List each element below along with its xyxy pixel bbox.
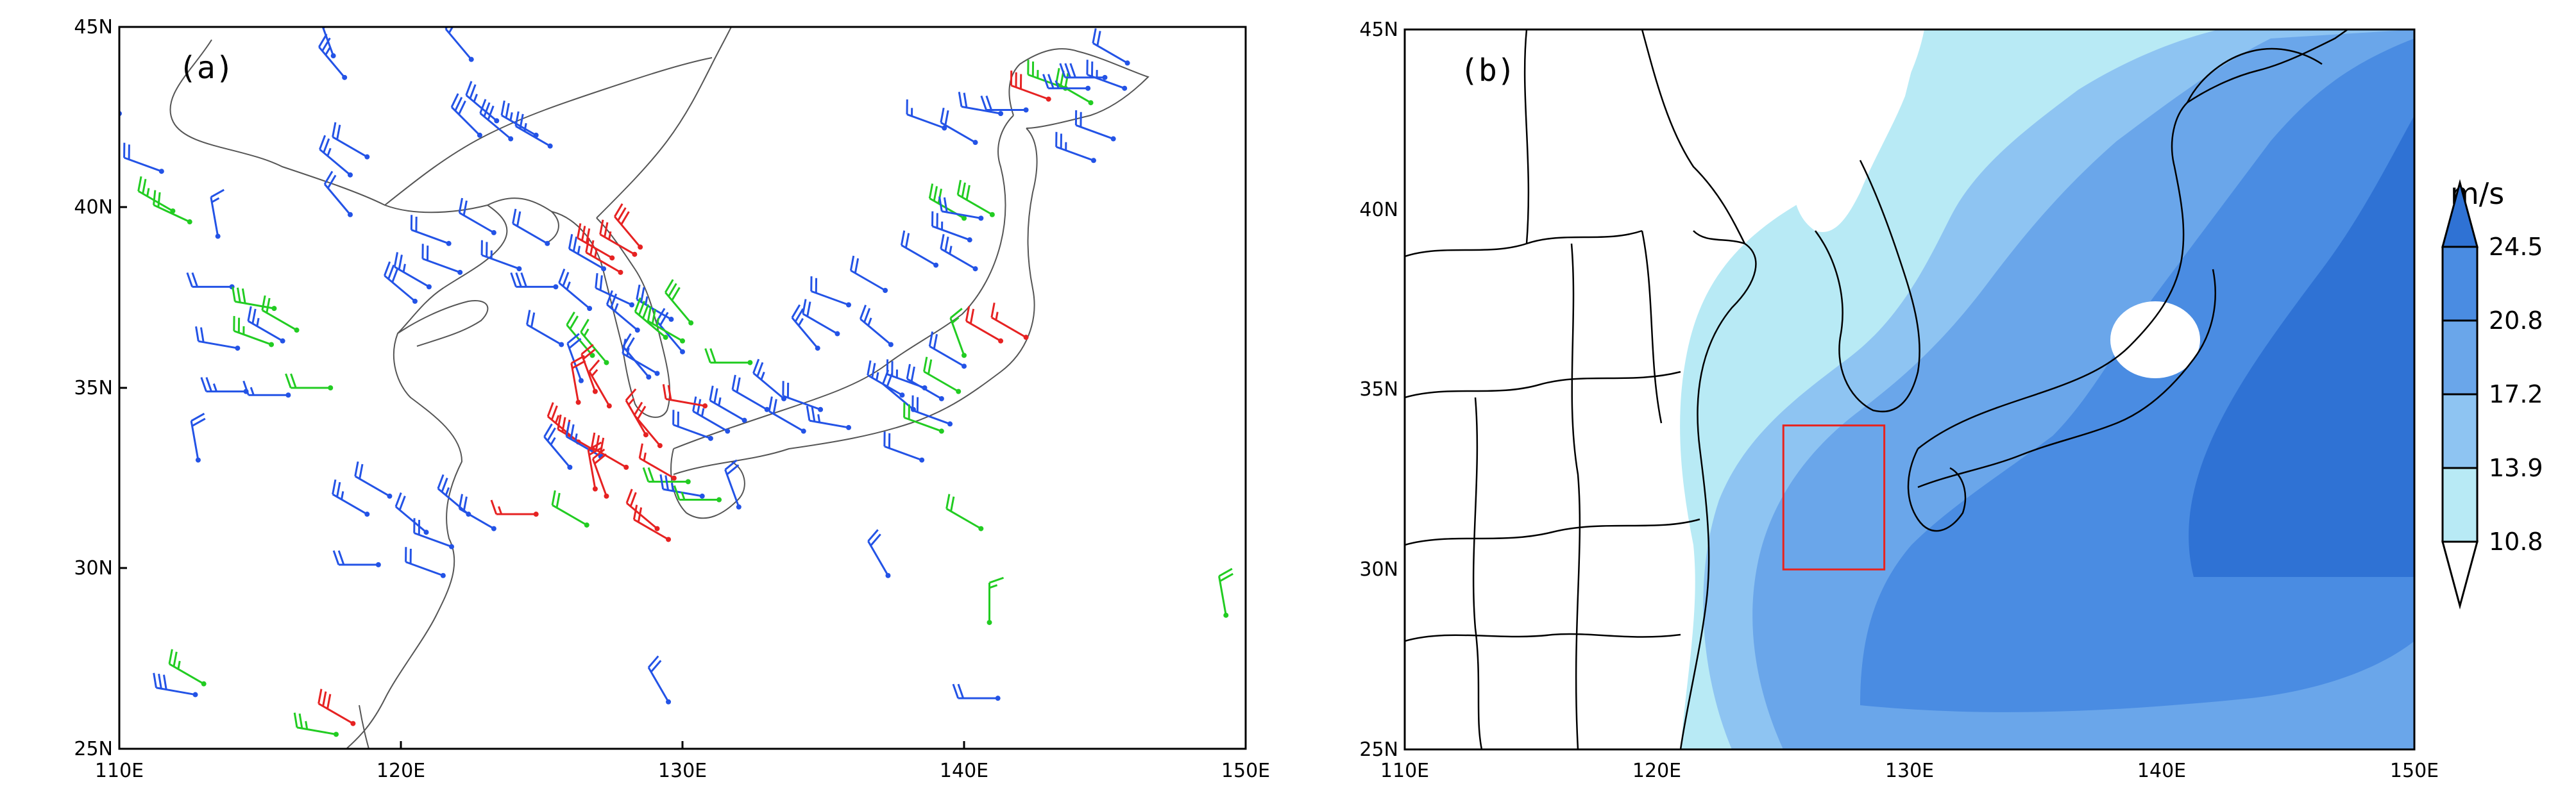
barb-feather bbox=[321, 14, 333, 24]
panel-b-x-tick-120: 120E bbox=[1632, 760, 1681, 782]
colorbar-bin-1 bbox=[2443, 468, 2477, 542]
panel-a-y-tick-25: 25N bbox=[74, 738, 113, 760]
panel-b-y-tick-45: 45N bbox=[1359, 19, 1398, 41]
panel-a-x-tick-140: 140E bbox=[940, 760, 988, 782]
barb-shaft bbox=[82, 113, 119, 127]
panel-a-label: (a) bbox=[178, 50, 234, 86]
barb-feather bbox=[818, 414, 820, 422]
panel-a-x-ticks: 110E 120E 130E 140E 150E bbox=[95, 760, 1270, 782]
panel-a-y-tick-30: 30N bbox=[74, 557, 113, 580]
colorbar: m/s 24.5 20.8 17.2 13.9 10.8 bbox=[2443, 176, 2543, 606]
barb-feather bbox=[672, 483, 673, 491]
panel-b-x-ticks: 110E 120E 130E 140E 150E bbox=[1380, 760, 2439, 782]
panel-a-y-tick-40: 40N bbox=[74, 196, 113, 219]
panel-a: (a) 110E 120E 130E 140E 150E 25N 30N 35N… bbox=[72, 9, 1270, 782]
colorbar-bin-3 bbox=[2443, 321, 2477, 394]
colorbar-bottom-arrow bbox=[2443, 542, 2477, 606]
panel-a-background bbox=[119, 27, 1246, 749]
wind-speed-field bbox=[1405, 29, 2414, 749]
panel-a-y-tick-35: 35N bbox=[74, 377, 113, 399]
panel-a-y-tick-45: 45N bbox=[74, 16, 113, 38]
colorbar-label-20-8: 20.8 bbox=[2489, 306, 2543, 335]
colorbar-label-24-5: 24.5 bbox=[2489, 233, 2543, 261]
panel-b-x-tick-140: 140E bbox=[2137, 760, 2186, 782]
panel-a-y-ticks: 25N 30N 35N 40N 45N bbox=[74, 16, 113, 760]
panel-a-x-tick-120: 120E bbox=[377, 760, 425, 782]
panel-b-y-tick-30: 30N bbox=[1359, 558, 1398, 581]
panel-a-x-tick-130: 130E bbox=[658, 760, 707, 782]
barb-feather bbox=[72, 115, 82, 127]
colorbar-bin-4 bbox=[2443, 247, 2477, 321]
barb-feather bbox=[306, 721, 307, 730]
colorbar-bin-2 bbox=[2443, 394, 2477, 468]
panel-a-x-tick-150: 150E bbox=[1221, 760, 1270, 782]
panel-b-y-ticks: 25N 30N 35N 40N 45N bbox=[1359, 19, 1398, 761]
panel-b-x-tick-150: 150E bbox=[2390, 760, 2439, 782]
panel-b-x-tick-130: 130E bbox=[1885, 760, 1934, 782]
barb-feather bbox=[319, 9, 331, 19]
colorbar-label-13-9: 13.9 bbox=[2489, 454, 2543, 482]
panel-b-label: (b) bbox=[1460, 53, 1516, 88]
field-patch-japan-sea bbox=[2110, 301, 2200, 378]
panel-a-x-tick-110: 110E bbox=[95, 760, 144, 782]
panel-b-x-tick-110: 110E bbox=[1380, 760, 1429, 782]
panel-b: (b) 110E 120E 130E 140E 150E 25N 30N 35N… bbox=[1359, 19, 2439, 782]
wind-barb bbox=[72, 111, 122, 127]
panel-b-y-tick-40: 40N bbox=[1359, 199, 1398, 221]
colorbar-label-10-8: 10.8 bbox=[2489, 528, 2543, 556]
colorbar-label-17-2: 17.2 bbox=[2489, 380, 2543, 408]
panel-b-y-tick-25: 25N bbox=[1359, 739, 1398, 761]
panel-b-y-tick-35: 35N bbox=[1359, 378, 1398, 401]
